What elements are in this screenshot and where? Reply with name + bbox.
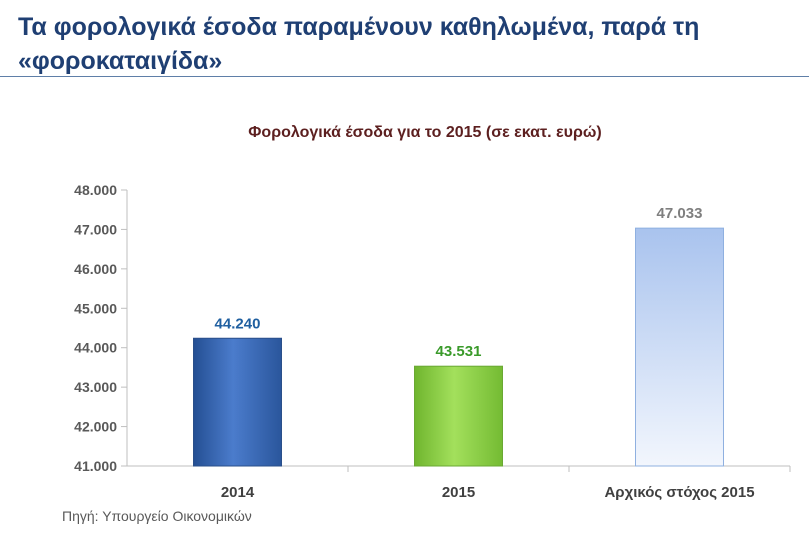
y-tick-label: 48.000 xyxy=(74,182,117,198)
y-tick-label: 41.000 xyxy=(74,458,117,474)
bar xyxy=(414,365,503,467)
y-tick-label: 47.000 xyxy=(74,221,117,237)
data-label: 43.531 xyxy=(436,343,482,360)
x-tick-label: 2014 xyxy=(221,484,255,501)
chart-axes: 41.000 42.000 43.000 44.000 45.000 46.000 47.0… xyxy=(74,182,791,501)
y-tick-label: 45.000 xyxy=(74,300,117,316)
y-tick-label: 43.000 xyxy=(74,379,117,395)
y-tick-label: 46.000 xyxy=(74,261,117,277)
data-label: 47.033 xyxy=(657,205,703,222)
bar xyxy=(635,227,724,467)
chart-labels: 44.240 43.531 47.033 xyxy=(215,205,703,360)
source-note: Πηγή: Υπουργείο Οικονομικών xyxy=(62,508,252,524)
x-tick-label: Αρχικός στόχος 2015 xyxy=(604,484,754,501)
y-tick-label: 42.000 xyxy=(74,419,117,435)
chart-bars xyxy=(193,227,724,467)
bar xyxy=(193,337,282,467)
page-title: Τα φορολογικά έσοδα παραμένουν καθηλωμέν… xyxy=(18,13,700,75)
data-label: 44.240 xyxy=(215,315,261,332)
y-tick-label: 44.000 xyxy=(74,340,117,356)
x-tick-label: 2015 xyxy=(442,484,475,501)
title-divider xyxy=(0,76,809,77)
chart-title: Φορολογικά έσοδα για το 2015 (σε εκατ. ε… xyxy=(248,124,601,141)
